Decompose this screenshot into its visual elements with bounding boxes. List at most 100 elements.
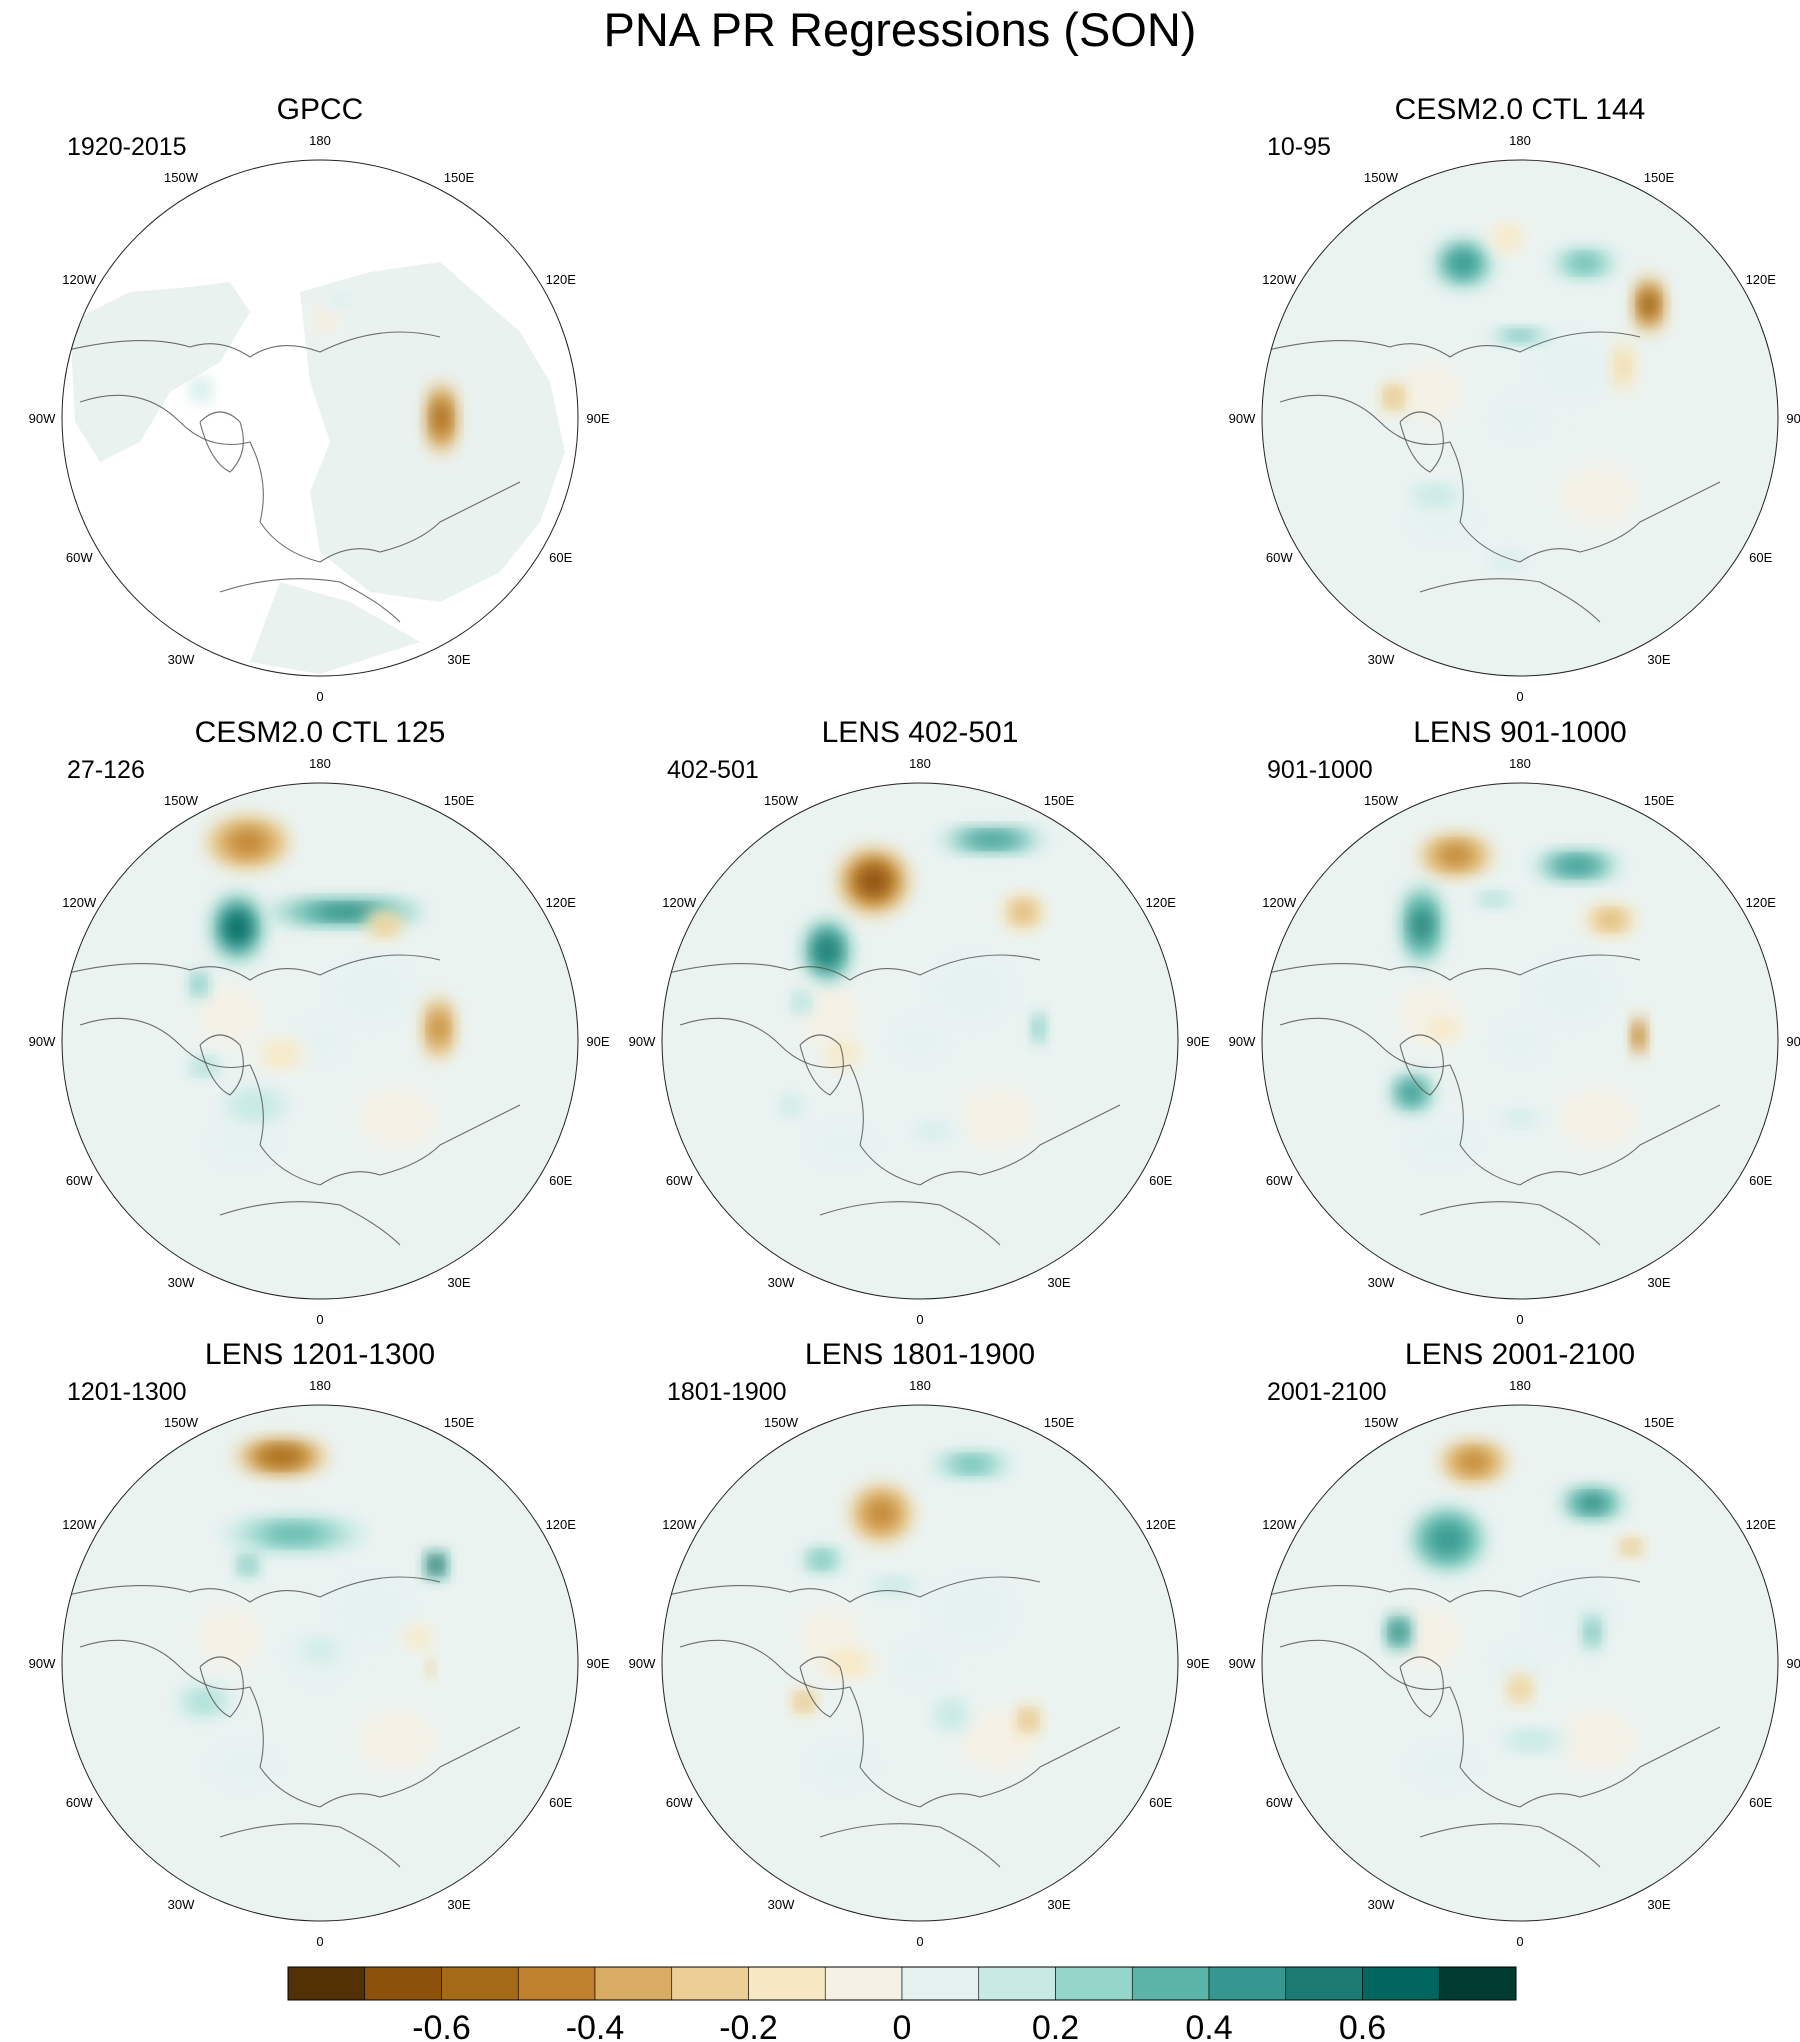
colorbar-swatch bbox=[901, 1966, 980, 2001]
anomaly-patch bbox=[302, 1641, 338, 1660]
anomaly-patch bbox=[785, 1099, 797, 1112]
map-border bbox=[661, 1404, 1179, 1922]
longitude-label: 90W bbox=[1229, 1034, 1256, 1049]
figure-title: PNA PR Regressions (SON) bbox=[603, 3, 1197, 56]
anomaly-patch bbox=[334, 294, 347, 304]
anomaly-patch bbox=[1558, 464, 1637, 527]
anomaly-patch bbox=[198, 1606, 261, 1669]
longitude-label: 0 bbox=[916, 1934, 923, 1949]
anomaly-patch bbox=[857, 866, 890, 896]
longitude-label: 90W bbox=[29, 1034, 56, 1049]
anomaly-patch bbox=[1514, 1681, 1526, 1696]
anomaly-patch bbox=[203, 1740, 282, 1792]
longitude-label: 30W bbox=[768, 1897, 795, 1912]
longitude-label: 30E bbox=[1047, 1897, 1070, 1912]
colorbar-swatch bbox=[1131, 1966, 1210, 2001]
anomaly-patch bbox=[411, 1631, 425, 1643]
anomaly-patch bbox=[1558, 1087, 1637, 1150]
coastline bbox=[1399, 1656, 1444, 1718]
anomaly-patch bbox=[1556, 858, 1598, 873]
longitude-label: 180 bbox=[1509, 1378, 1531, 1393]
longitude-label: 120W bbox=[1262, 272, 1297, 287]
longitude-label: 30E bbox=[447, 1897, 470, 1912]
colorbar-swatch bbox=[1438, 1966, 1517, 2001]
anomaly-patch bbox=[434, 402, 449, 434]
anomaly-patch bbox=[1525, 950, 1619, 1029]
anomaly-patch bbox=[192, 1694, 216, 1709]
panel-title: LENS 1201-1300 bbox=[204, 1338, 436, 1371]
longitude-label: 120W bbox=[662, 895, 697, 910]
coastline bbox=[1399, 1034, 1444, 1096]
panel-title: LENS 402-501 bbox=[821, 716, 1019, 749]
coastline bbox=[679, 1017, 921, 1186]
map-border bbox=[61, 782, 579, 1300]
anomaly-patch bbox=[262, 1526, 326, 1542]
map-border bbox=[61, 159, 579, 677]
longitude-label: 150E bbox=[444, 1415, 475, 1430]
longitude-label: 60E bbox=[1749, 550, 1772, 565]
coastline bbox=[1419, 1201, 1601, 1246]
anomaly-patch bbox=[1642, 291, 1656, 317]
colorbar-swatch bbox=[594, 1966, 673, 2001]
coastline bbox=[1519, 1104, 1721, 1186]
longitude-label: 90E bbox=[586, 411, 609, 426]
coastline bbox=[679, 1639, 921, 1808]
longitude-label: 180 bbox=[309, 756, 331, 771]
anomaly-patch bbox=[311, 906, 380, 918]
panel-period-label: 1920-2015 bbox=[67, 133, 187, 161]
longitude-label: 120E bbox=[546, 1517, 577, 1532]
colorbar-swatch bbox=[1208, 1966, 1287, 2001]
polar-map: 180 150E 120E 90E 60E 30E 0 30W 60W 90W 120W 150W bbox=[1229, 1378, 1800, 1949]
polar-map: 180 150E 120E 90E 60E 30E 0 30W 60W 90W 120W 150W bbox=[1229, 133, 1800, 704]
longitude-label: 120E bbox=[546, 272, 577, 287]
polar-map: 180 150E 120E 90E 60E 30E 0 30W 60W 90W 120W 150W bbox=[29, 1378, 610, 1949]
polar-map: 180 150E 120E 90E 60E 30E 0 30W 60W 90W 120W 150W bbox=[29, 133, 610, 704]
map-panel: LENS 901-1000 180 150E 120E 90E 60E 30E 0 30W 60W… bbox=[1220, 715, 1800, 1335]
polar-map: 180 150E 120E 90E 60E 30E 0 30W 60W 90W 120W 150W bbox=[629, 756, 1210, 1327]
colorbar-swatch bbox=[1285, 1966, 1363, 2001]
map-panel: LENS 1201-1300 180 150E 120E 90E 60E 30E 0 30W 60… bbox=[20, 1337, 620, 1957]
panel-period-label: 901-1000 bbox=[1267, 756, 1373, 784]
coastline bbox=[1279, 1017, 1521, 1186]
anomaly-patch bbox=[889, 1015, 951, 1067]
anomaly-patch bbox=[1495, 554, 1519, 566]
colorbar-swatch bbox=[824, 1966, 903, 2001]
longitude-label: 180 bbox=[1509, 756, 1531, 771]
anomaly-patch bbox=[203, 1118, 282, 1170]
colorbar-swatch bbox=[441, 1966, 519, 2001]
anomaly-patch bbox=[242, 1559, 254, 1571]
longitude-label: 90W bbox=[629, 1034, 656, 1049]
colorbar-tick-label: 0 bbox=[893, 2009, 912, 2042]
coastline bbox=[319, 1104, 521, 1186]
anomaly-patch bbox=[1578, 1496, 1606, 1510]
panel-title: CESM2.0 CTL 125 bbox=[194, 716, 446, 749]
colorbar-swatch bbox=[287, 1966, 366, 2001]
coastline bbox=[1262, 954, 1641, 981]
anomaly-patch bbox=[1489, 1015, 1551, 1067]
anomaly-patch bbox=[1525, 1572, 1619, 1651]
longitude-label: 60E bbox=[1749, 1173, 1772, 1188]
anomaly-patch bbox=[1625, 1542, 1637, 1552]
longitude-label: 30W bbox=[1368, 1275, 1395, 1290]
anomaly-patch bbox=[1387, 390, 1400, 405]
longitude-label: 150W bbox=[164, 170, 199, 185]
longitude-label: 90W bbox=[1229, 1656, 1256, 1671]
anomaly-patch bbox=[431, 1014, 446, 1042]
coastline bbox=[819, 1823, 1001, 1868]
longitude-label: 150W bbox=[1364, 170, 1399, 185]
coastline bbox=[199, 411, 244, 473]
longitude-label: 180 bbox=[309, 1378, 331, 1393]
anomaly-patch bbox=[798, 1696, 810, 1708]
anomaly-patch bbox=[1515, 1734, 1550, 1747]
coastline bbox=[319, 1726, 521, 1808]
map-panel: LENS 402-501 180 150E 120E 90E 60E 30E 0 30W 60W 9… bbox=[620, 715, 1220, 1335]
longitude-label: 30E bbox=[447, 652, 470, 667]
anomaly-patch bbox=[1569, 256, 1600, 271]
longitude-label: 90E bbox=[586, 1656, 609, 1671]
anomaly-patch bbox=[1412, 907, 1432, 942]
longitude-label: 0 bbox=[1516, 1312, 1523, 1327]
longitude-label: 150W bbox=[764, 793, 799, 808]
coastline bbox=[1262, 331, 1641, 358]
map-border bbox=[1261, 1404, 1779, 1922]
longitude-label: 90E bbox=[586, 1034, 609, 1049]
